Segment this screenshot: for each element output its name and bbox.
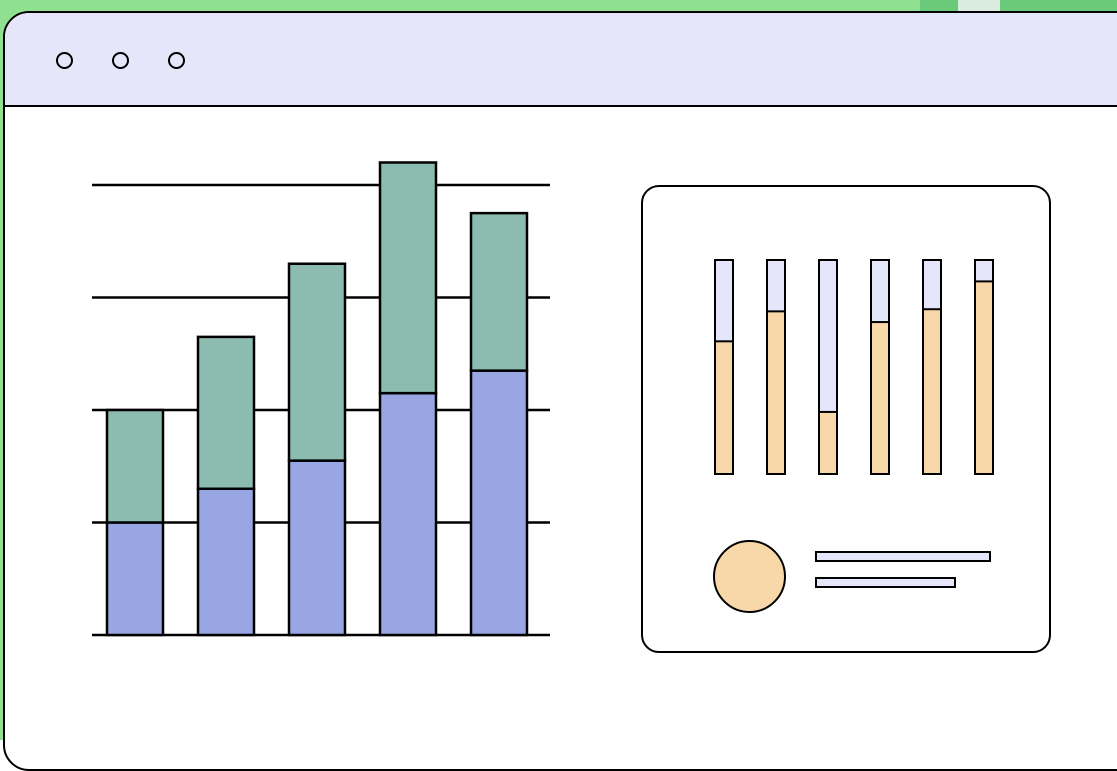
close-icon[interactable] xyxy=(56,52,73,69)
summary-card xyxy=(641,185,1051,653)
bar-segment-top xyxy=(469,211,529,372)
bar-segment-top xyxy=(378,161,438,395)
bar-segment-top xyxy=(196,335,256,490)
text-placeholder-line xyxy=(815,577,956,588)
progress-fill xyxy=(766,310,786,475)
progress-fill xyxy=(922,308,942,475)
app-window xyxy=(3,11,1117,771)
progress-fill xyxy=(974,280,994,476)
bar-segment-bottom xyxy=(378,391,438,637)
text-placeholder-line xyxy=(815,551,991,562)
bar-segment-bottom xyxy=(105,521,165,637)
bar-segment-bottom xyxy=(287,459,347,637)
bar-segment-top xyxy=(105,408,165,524)
maximize-icon[interactable] xyxy=(168,52,185,69)
progress-columns-chart xyxy=(714,259,994,476)
bar-segment-bottom xyxy=(469,369,529,637)
title-bar xyxy=(5,13,1117,107)
progress-fill xyxy=(714,340,734,475)
bar-segment-top xyxy=(287,262,347,462)
avatar-icon xyxy=(713,540,786,613)
progress-fill xyxy=(818,410,838,476)
progress-fill xyxy=(870,321,890,475)
bar-segment-bottom xyxy=(196,487,256,637)
minimize-icon[interactable] xyxy=(112,52,129,69)
stacked-bar-chart xyxy=(92,161,550,637)
